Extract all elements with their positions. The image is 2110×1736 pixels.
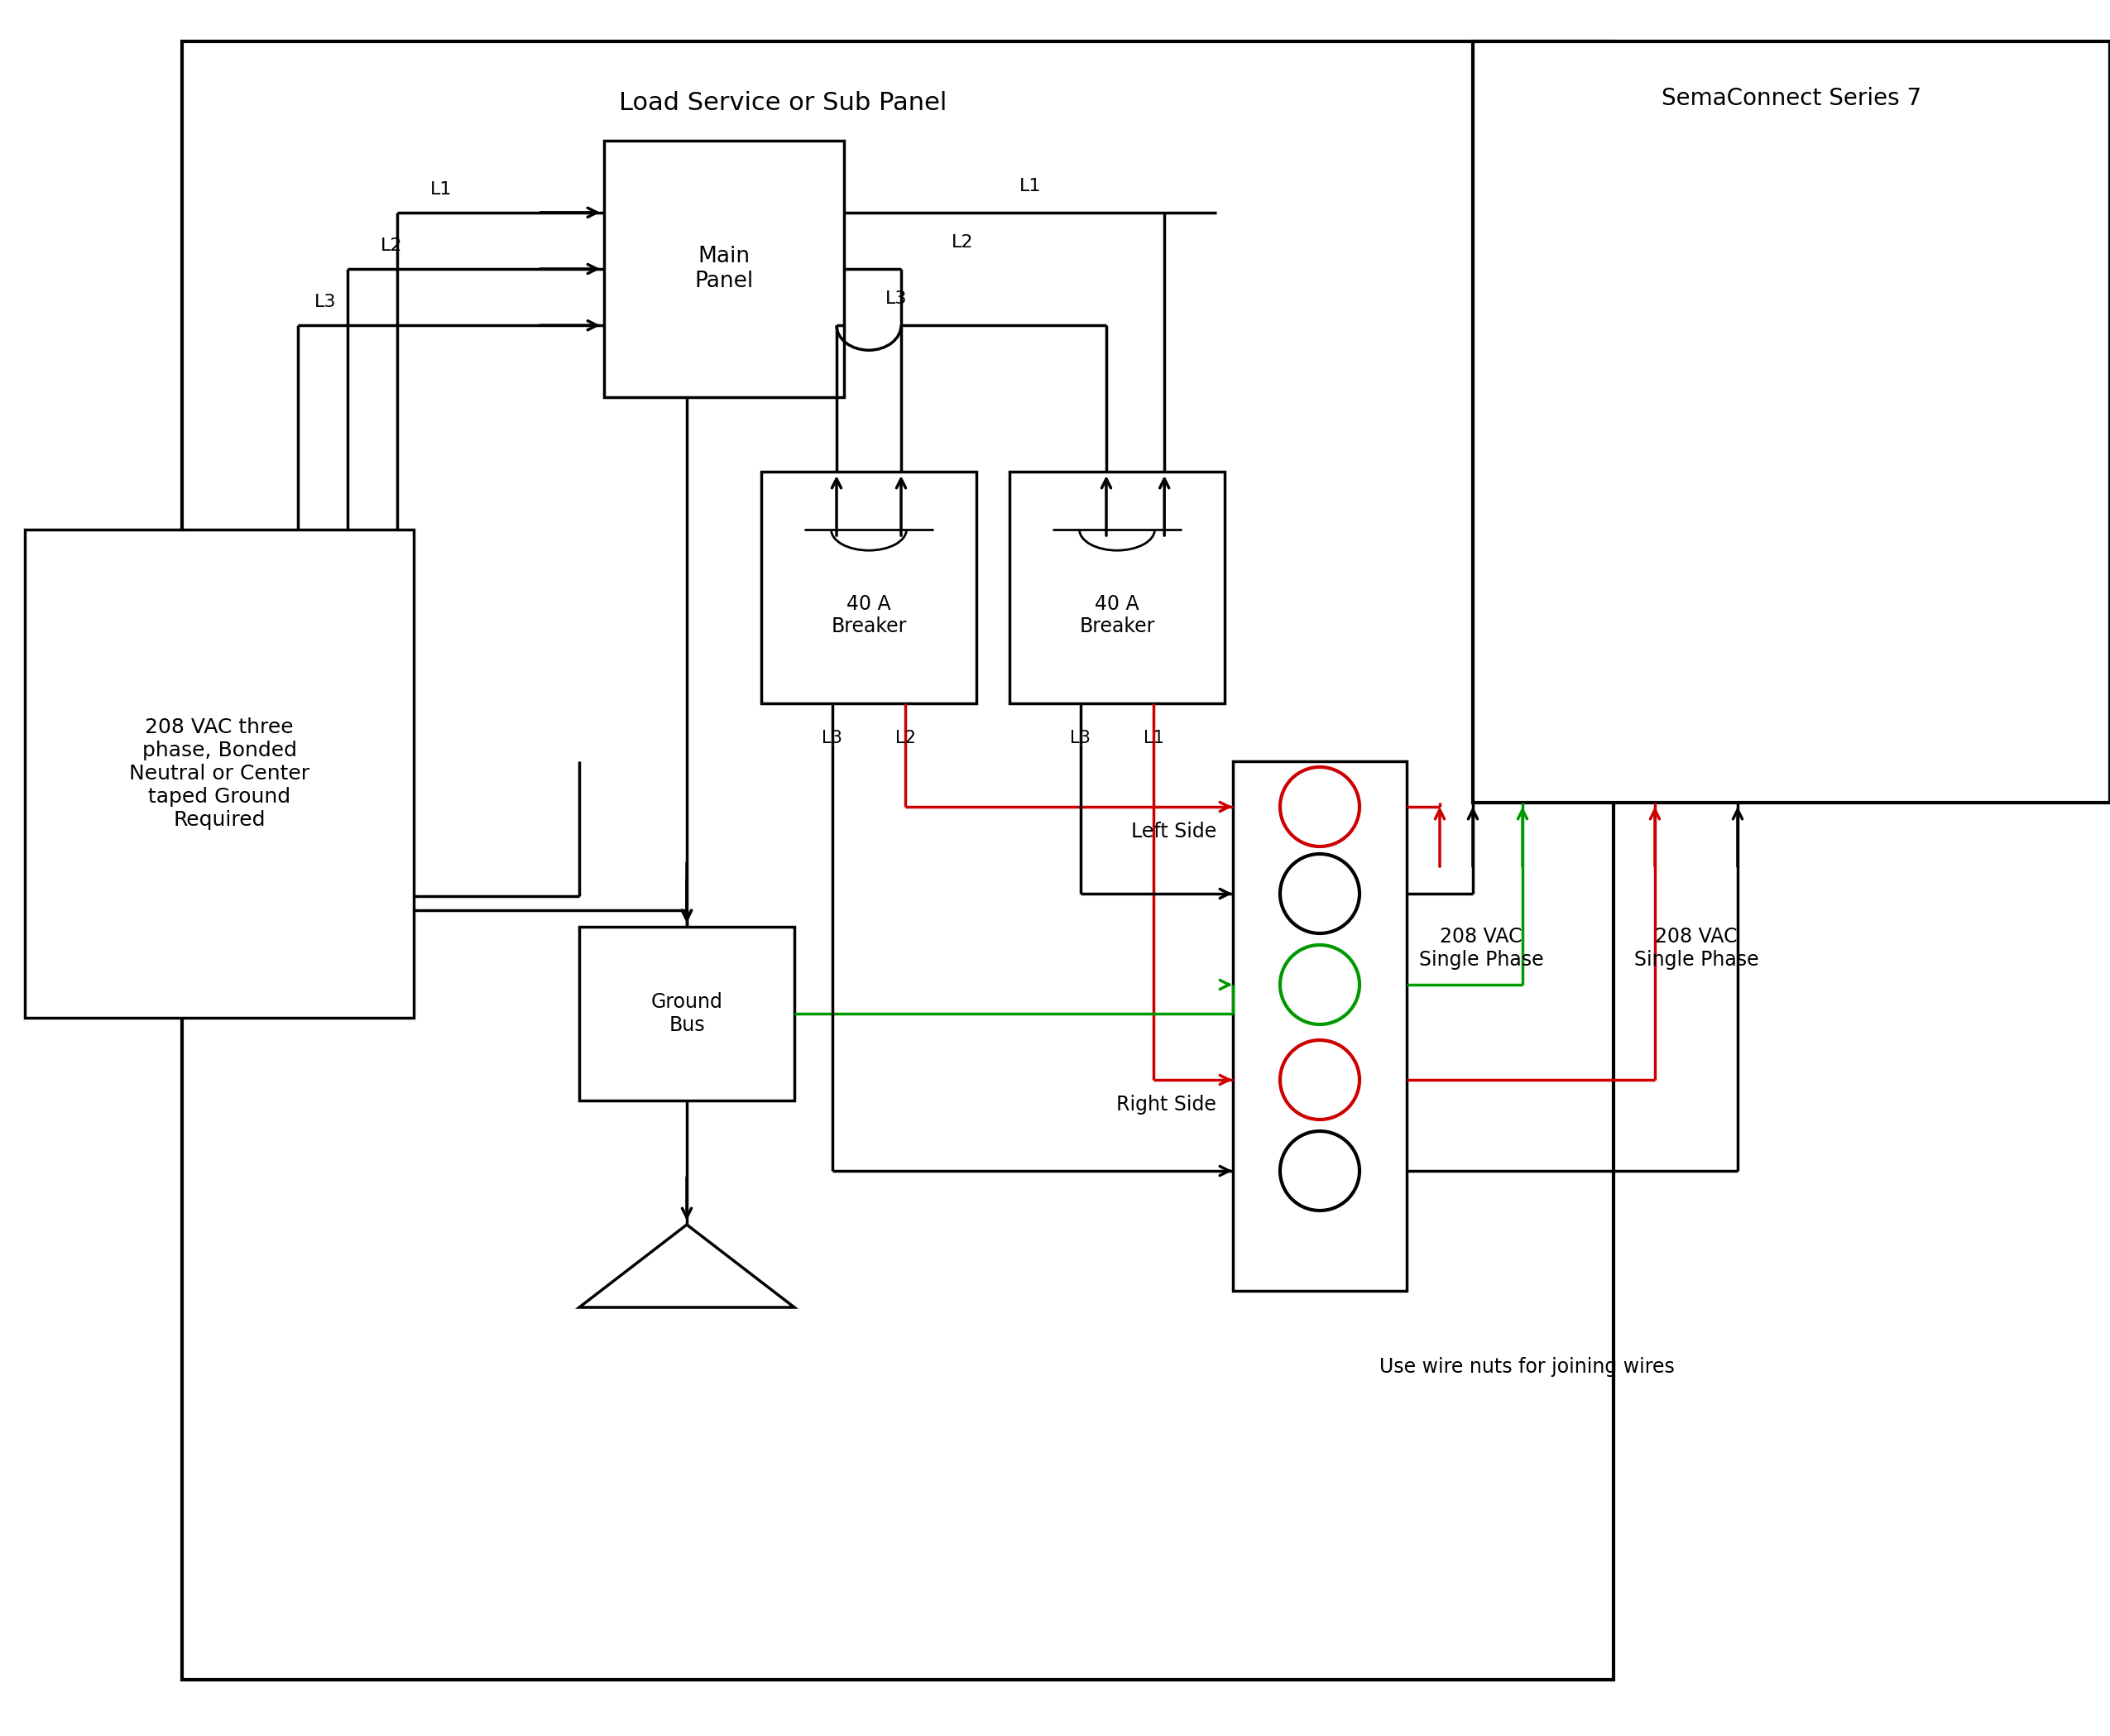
Bar bbox=[762, 472, 977, 703]
Bar bbox=[1009, 472, 1224, 703]
Text: Ground
Bus: Ground Bus bbox=[650, 993, 724, 1035]
Text: L1: L1 bbox=[1144, 729, 1165, 746]
Text: 208 VAC
Single Phase: 208 VAC Single Phase bbox=[1633, 927, 1758, 970]
Text: L1: L1 bbox=[1019, 177, 1040, 194]
Text: L2: L2 bbox=[895, 729, 916, 746]
Bar bbox=[25, 529, 414, 1017]
Text: Main
Panel: Main Panel bbox=[694, 247, 753, 292]
Circle shape bbox=[1281, 944, 1359, 1024]
Text: Left Side: Left Side bbox=[1131, 821, 1215, 842]
Text: L2: L2 bbox=[380, 238, 403, 253]
Text: Use wire nuts for joining wires: Use wire nuts for joining wires bbox=[1380, 1358, 1675, 1377]
Text: Right Side: Right Side bbox=[1116, 1095, 1215, 1115]
Text: 40 A
Breaker: 40 A Breaker bbox=[831, 594, 907, 637]
Circle shape bbox=[1281, 854, 1359, 934]
Text: 40 A
Breaker: 40 A Breaker bbox=[1078, 594, 1154, 637]
Circle shape bbox=[1281, 1040, 1359, 1120]
Text: L3: L3 bbox=[823, 729, 842, 746]
Circle shape bbox=[1281, 767, 1359, 847]
Bar bbox=[603, 141, 844, 398]
Text: L3: L3 bbox=[314, 293, 335, 311]
Text: SemaConnect Series 7: SemaConnect Series 7 bbox=[1661, 87, 1922, 109]
Bar bbox=[181, 42, 1614, 1680]
Circle shape bbox=[1281, 1132, 1359, 1210]
Bar bbox=[1473, 42, 2110, 802]
Text: L3: L3 bbox=[1070, 729, 1091, 746]
Text: 208 VAC
Single Phase: 208 VAC Single Phase bbox=[1418, 927, 1542, 970]
Text: Load Service or Sub Panel: Load Service or Sub Panel bbox=[618, 90, 947, 115]
Bar bbox=[1232, 762, 1407, 1292]
Text: L3: L3 bbox=[886, 290, 907, 307]
Text: L2: L2 bbox=[952, 234, 973, 250]
Bar bbox=[580, 927, 793, 1101]
Text: L1: L1 bbox=[430, 181, 452, 198]
Text: 208 VAC three
phase, Bonded
Neutral or Center
taped Ground
Required: 208 VAC three phase, Bonded Neutral or C… bbox=[129, 717, 310, 830]
